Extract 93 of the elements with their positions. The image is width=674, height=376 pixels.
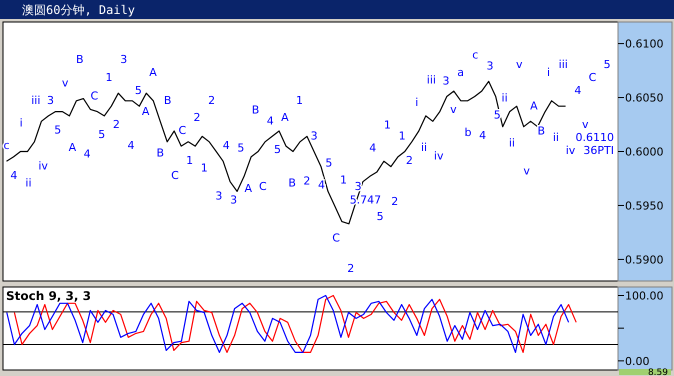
annotation: 3 xyxy=(120,52,128,66)
annotation: 1 xyxy=(398,130,406,142)
annotation: 1 xyxy=(340,174,347,187)
annotation: b xyxy=(464,126,472,139)
annotation: 4 xyxy=(222,139,230,152)
annotation: A xyxy=(530,99,538,112)
y-tick-label: 0.6100 xyxy=(625,38,664,51)
annotation: 4 xyxy=(479,129,486,142)
annotation: 3 xyxy=(46,94,54,107)
annotation: 1 xyxy=(106,71,113,84)
annotation: ii xyxy=(552,131,559,144)
annotation: iv xyxy=(38,159,48,172)
annotation: B xyxy=(164,94,172,107)
annotation: 5 xyxy=(237,141,244,154)
annotation: A xyxy=(281,111,290,124)
annotation: ii xyxy=(508,136,516,150)
annotation: C xyxy=(332,232,340,245)
annotation: iii xyxy=(31,94,40,107)
annotation: 3 xyxy=(354,180,362,194)
annotation: A xyxy=(244,182,252,195)
annotation: B xyxy=(537,124,546,138)
annotation: 5 xyxy=(134,84,142,98)
annotation: 5 xyxy=(604,58,611,72)
annotation: 2 xyxy=(112,118,120,132)
annotation: 4 xyxy=(266,114,274,128)
annotation: 4 xyxy=(574,84,582,98)
annotation: 5 xyxy=(494,108,501,122)
annotation: A xyxy=(68,140,77,154)
annotation: B xyxy=(252,104,260,116)
annotation: 1 xyxy=(186,154,194,167)
annotation: 2 xyxy=(391,194,398,208)
annotation: C xyxy=(259,180,268,193)
annotation: iv xyxy=(566,144,576,158)
annotation: iv xyxy=(434,150,444,163)
annotation: 3 xyxy=(486,59,494,72)
annotation: A xyxy=(142,105,150,118)
annotation: a xyxy=(457,66,464,79)
annotation: c xyxy=(3,139,10,152)
annotation: iii xyxy=(558,58,568,72)
annotation: 4 xyxy=(318,178,325,192)
y-tick-label: 0.5900 xyxy=(625,253,664,266)
text: 8.59 xyxy=(648,368,668,376)
annotation: C xyxy=(178,124,186,138)
annotation: v xyxy=(516,58,524,72)
annotation: 4 xyxy=(369,141,376,154)
annotation: 5 xyxy=(274,142,282,156)
annotation: iii xyxy=(426,73,436,86)
annotation: 3 xyxy=(310,130,318,142)
annotation: 4 xyxy=(10,168,18,182)
annotation: i xyxy=(415,96,418,109)
annotation: i xyxy=(20,116,23,130)
annotation: 5 xyxy=(376,210,384,224)
annotation: B xyxy=(288,176,296,190)
annotation: 2 xyxy=(406,154,413,167)
y-tick-label: 0.6050 xyxy=(625,92,664,105)
annotation: 4 xyxy=(84,147,91,160)
annotation: 5 xyxy=(54,124,62,137)
annotation: v xyxy=(450,103,458,116)
annotation: 3 xyxy=(215,190,222,202)
y-tick-label: 0.5950 xyxy=(625,199,664,212)
annotation: 3 xyxy=(230,194,238,207)
annotation: 2 xyxy=(193,111,200,124)
annotation: 36PTI xyxy=(583,144,614,158)
annotation: v xyxy=(582,118,589,132)
annotation: ii xyxy=(420,140,428,154)
annotation: 1 xyxy=(384,118,391,132)
annotation: 2 xyxy=(208,94,216,107)
annotation: 1 xyxy=(200,161,208,174)
annotation: B xyxy=(76,52,84,66)
annotation: C xyxy=(90,90,99,103)
annotation: i xyxy=(547,66,550,79)
annotation: 3 xyxy=(442,74,450,88)
annotation: 4 xyxy=(128,138,135,152)
annotation: v xyxy=(523,164,530,178)
chart-title: Stoch 9, 3, 3 xyxy=(6,289,91,303)
annotation: c xyxy=(472,48,478,62)
annotation: ii xyxy=(25,176,32,190)
annotation: 0.6110 xyxy=(576,131,614,144)
annotation: 1 xyxy=(296,94,304,107)
annotation: 5 xyxy=(325,156,332,170)
annotation: 2 xyxy=(347,262,354,275)
annotation: 2 xyxy=(303,174,310,188)
chart-title: 澳圆60分钟, Daily xyxy=(22,3,136,17)
y-tick-label: 0.00 xyxy=(625,354,650,368)
annotation: A xyxy=(149,66,158,79)
y-tick-label: 100.00 xyxy=(625,289,664,302)
y-tick-label: 0.6000 xyxy=(625,146,664,158)
annotation: B xyxy=(156,146,164,160)
annotation: C xyxy=(171,168,180,182)
annotation: C xyxy=(588,71,597,84)
annotation: ii xyxy=(502,92,508,105)
annotation: v xyxy=(62,76,69,90)
annotation: 5 xyxy=(98,128,106,141)
